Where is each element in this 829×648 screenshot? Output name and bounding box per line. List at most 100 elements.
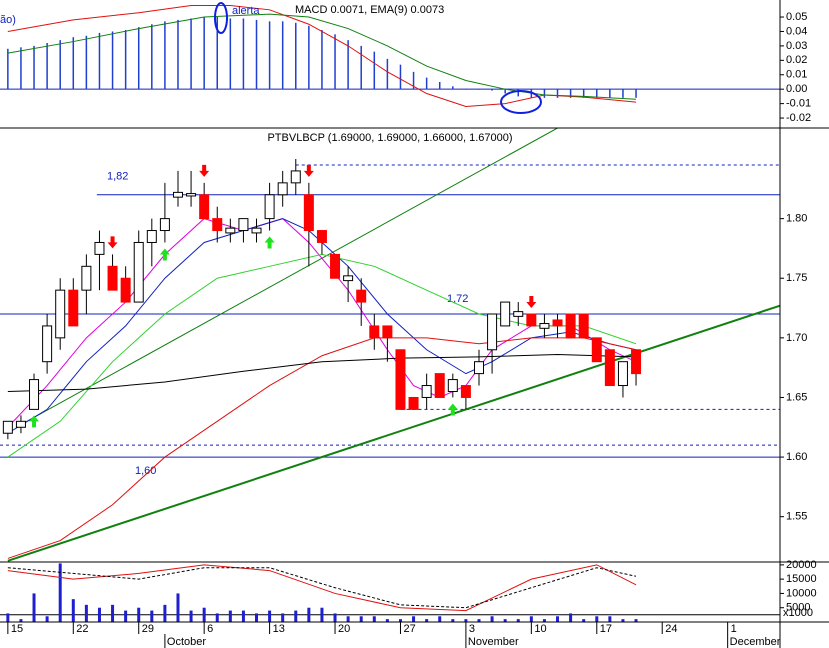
buy-signal <box>29 415 40 428</box>
moving-average <box>7 354 637 392</box>
bar <box>137 607 141 622</box>
bar <box>438 81 441 90</box>
y-tick-label: 5000 <box>786 602 810 614</box>
bar <box>241 610 245 622</box>
bar <box>84 604 88 622</box>
price-panel: 1,82 1,72 1,60 <box>0 128 780 562</box>
bar <box>542 619 546 622</box>
bar <box>71 599 75 622</box>
bar <box>97 607 101 622</box>
price-title: PTBVLBCP (1.69000, 1.69000, 1.66000, 1.6… <box>267 132 512 144</box>
candle-body <box>578 313 589 339</box>
bar <box>360 45 362 90</box>
bar <box>124 610 128 622</box>
bar <box>425 77 428 90</box>
x-tick-label: 20 <box>338 623 350 635</box>
candle-body <box>343 275 354 282</box>
bar <box>346 616 350 622</box>
y-tick-label: 0.00 <box>786 83 807 95</box>
y-tick-label: 1.60 <box>786 451 807 463</box>
bar <box>321 30 323 90</box>
bar <box>176 593 180 622</box>
candle-body <box>631 349 642 375</box>
level-label: 1,82 <box>107 171 128 183</box>
bar <box>608 616 612 622</box>
level-label: 1,72 <box>447 293 468 305</box>
bar <box>412 71 415 90</box>
y-tick-label: -0.01 <box>786 98 811 110</box>
bar <box>268 21 271 90</box>
bar <box>19 619 23 622</box>
axes: 0.05 0.04 0.03 0.02 0.01 0.00 -0.01 -0.02 1.55 1.… <box>7 11 817 648</box>
x-tick-label: 10 <box>534 623 546 635</box>
bar <box>543 89 546 98</box>
bar <box>385 619 389 622</box>
bar <box>517 89 520 97</box>
bar <box>242 18 245 90</box>
candle-body <box>316 230 327 243</box>
candle-body <box>473 361 484 375</box>
x-tick-label: 22 <box>76 623 88 635</box>
candle-body <box>552 319 563 327</box>
candle-body <box>264 194 275 220</box>
x-tick-label: 6 <box>207 623 213 635</box>
candle-body <box>55 289 66 339</box>
candle-body <box>539 323 550 329</box>
bar <box>45 616 49 622</box>
buy-signal <box>264 236 275 249</box>
bar <box>281 613 285 622</box>
y-tick-label: 1.80 <box>786 213 807 225</box>
y-tick-label: -0.02 <box>786 112 811 124</box>
bar <box>386 58 389 90</box>
sell-signal <box>199 164 210 177</box>
candle-body <box>421 385 432 398</box>
candle-body <box>526 313 537 327</box>
bar <box>59 40 61 90</box>
bar <box>203 17 205 90</box>
buy-signal <box>159 248 170 261</box>
bar <box>412 616 416 622</box>
y-tick-label: 0.01 <box>786 69 807 81</box>
month-label: December <box>730 636 781 648</box>
candle-body <box>186 193 197 197</box>
sell-signal <box>526 296 537 308</box>
candle-body <box>434 373 445 398</box>
bar <box>255 613 259 622</box>
bar <box>320 607 324 622</box>
bar <box>281 21 284 90</box>
bar <box>569 89 572 98</box>
bar <box>609 89 611 98</box>
bar <box>490 616 494 622</box>
annotation: alerta <box>232 5 260 17</box>
y-tick-label: 0.03 <box>786 40 807 52</box>
macd-label: ão) <box>0 14 16 26</box>
bar <box>451 619 455 622</box>
candle-body <box>277 182 288 196</box>
bar <box>372 616 376 622</box>
candle-body <box>369 325 380 339</box>
bar <box>452 86 454 90</box>
bar <box>189 610 193 622</box>
candle-body <box>81 265 92 291</box>
candle-body <box>604 349 615 387</box>
candle-body <box>251 227 262 234</box>
volume-panel <box>0 563 780 622</box>
bar <box>124 30 127 90</box>
y-tick-label: 1.75 <box>786 272 807 284</box>
bar <box>398 619 402 622</box>
bar <box>6 613 10 622</box>
sell-signal <box>303 164 314 177</box>
candle-body <box>2 420 13 434</box>
y-tick-label: 1.70 <box>786 332 807 344</box>
bar <box>464 619 468 622</box>
bar <box>516 619 520 622</box>
bar <box>255 19 258 90</box>
indicator-line <box>7 567 637 609</box>
bar <box>491 89 493 91</box>
bar <box>20 47 22 90</box>
bar <box>177 19 179 90</box>
bar <box>621 619 625 622</box>
candle-body <box>395 349 406 410</box>
bar <box>334 34 336 90</box>
bar <box>33 45 35 90</box>
